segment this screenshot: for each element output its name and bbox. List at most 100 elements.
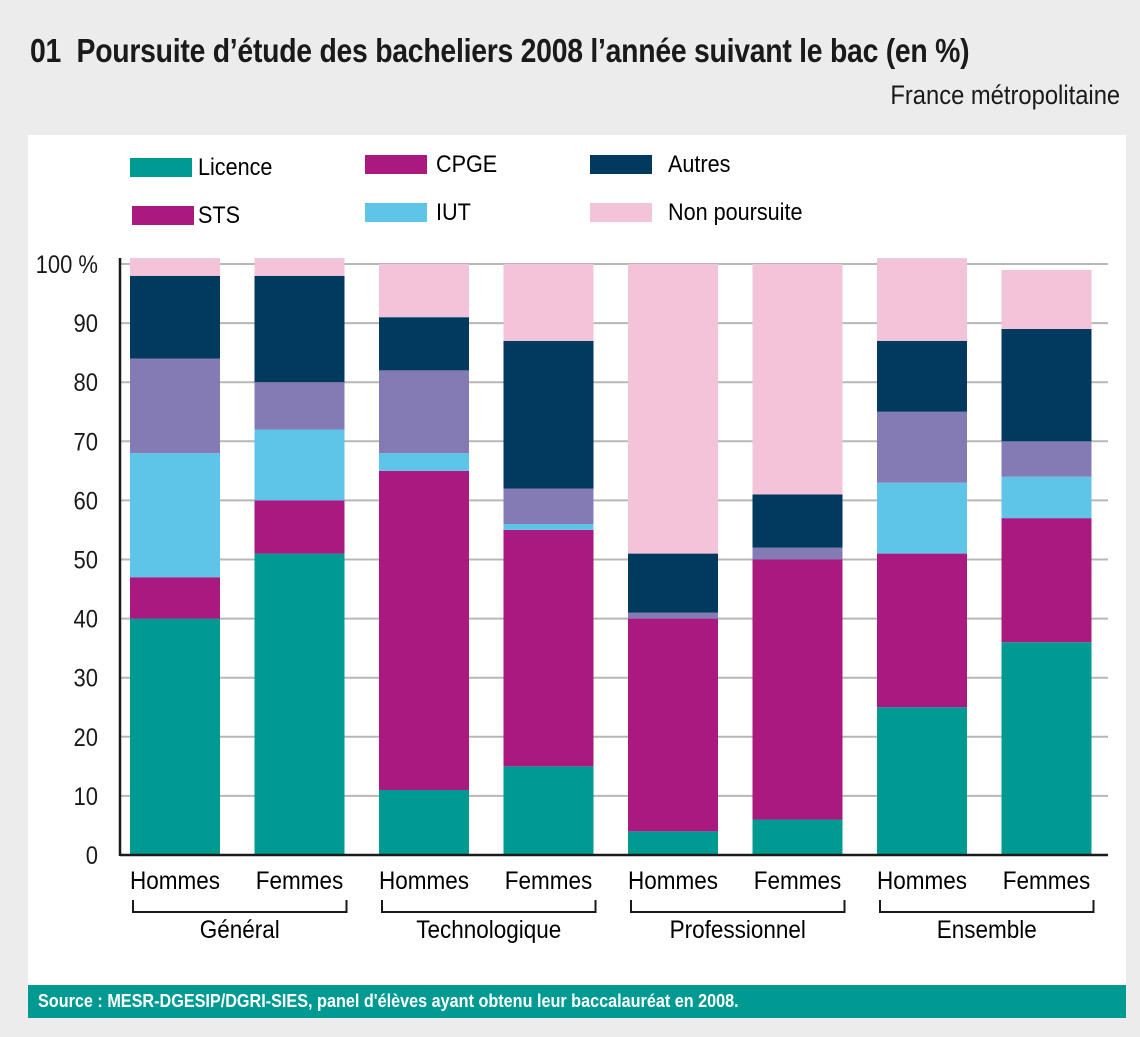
bar-segment-licence bbox=[1001, 642, 1092, 855]
bar-segment-cpge bbox=[130, 358, 220, 454]
legend-item-sts: STS bbox=[132, 201, 240, 228]
bar-segment-sts bbox=[752, 559, 843, 820]
bar-segment-cpge bbox=[379, 370, 469, 454]
group-label: Général bbox=[200, 916, 280, 944]
x-tick-label: Hommes bbox=[628, 867, 718, 895]
bar-segment-iut bbox=[379, 453, 469, 471]
y-tick-label: 70 bbox=[74, 428, 98, 456]
bar-segment-non-poursuite bbox=[628, 264, 718, 554]
bar-segment-cpge bbox=[1001, 441, 1092, 477]
bar-segment-non-poursuite bbox=[130, 258, 220, 276]
bar-segment-cpge bbox=[752, 547, 843, 560]
y-tick-label: 50 bbox=[74, 546, 98, 574]
bar-segment-autres bbox=[254, 275, 345, 383]
bar-segment-iut bbox=[503, 524, 594, 530]
bar-segment-cpge bbox=[877, 411, 967, 483]
legend-label: CPGE bbox=[436, 150, 497, 177]
bar-segment-licence bbox=[628, 831, 718, 855]
legend-swatch bbox=[590, 155, 652, 174]
bar-segment-sts bbox=[254, 500, 345, 554]
legend-swatch bbox=[130, 158, 192, 177]
bar-segment-licence bbox=[752, 819, 843, 855]
y-tick-label: 90 bbox=[74, 310, 98, 338]
legend-item-licence: Licence bbox=[130, 153, 272, 180]
bar-segment-non-poursuite bbox=[752, 264, 843, 495]
figure-number: 01 bbox=[30, 32, 62, 69]
bar-stack-2 bbox=[379, 264, 469, 855]
bar-segment-licence bbox=[130, 618, 220, 855]
group-1: Technologique bbox=[381, 900, 597, 944]
x-tick-label: Femmes bbox=[754, 867, 842, 895]
y-tick-label: 20 bbox=[74, 724, 98, 752]
bar-segment-iut bbox=[1001, 476, 1092, 519]
legend-item-non-poursuite: Non poursuite bbox=[590, 198, 802, 225]
y-tick-label: 40 bbox=[74, 605, 98, 633]
axes: 0 10 20 30 40 50 60 70 80 90 100 % bbox=[36, 251, 1108, 870]
x-axis-labels: Hommes Femmes Hommes Femmes Hommes Femmes Homm… bbox=[130, 867, 1095, 944]
group-label: Technologique bbox=[416, 916, 561, 944]
legend-item-autres: Autres bbox=[590, 150, 730, 177]
legend-swatch bbox=[132, 206, 194, 225]
bar-segment-licence bbox=[254, 553, 345, 855]
source-text: Source : MESR-DGESIP/DGRI-SIES, panel d'… bbox=[38, 991, 739, 1011]
bar-segment-non-poursuite bbox=[503, 264, 594, 341]
y-tick-label: 0 bbox=[86, 842, 98, 870]
bar-segment-iut bbox=[254, 429, 345, 501]
bar-segment-cpge bbox=[254, 382, 345, 430]
bar-segment-licence bbox=[877, 707, 967, 855]
group-bracket bbox=[879, 900, 1095, 913]
legend-item-cpge: CPGE bbox=[365, 150, 497, 177]
bar-segment-autres bbox=[1001, 329, 1092, 442]
bar-segment-autres bbox=[628, 553, 718, 613]
bar-segment-licence bbox=[379, 789, 469, 855]
legend: Licence CPGE Autres STS IUT Non poursuite bbox=[130, 150, 802, 228]
x-tick-label: Hommes bbox=[130, 867, 220, 895]
bar-segment-sts bbox=[503, 529, 594, 767]
bar-segment-non-poursuite bbox=[254, 258, 345, 276]
group-bracket bbox=[630, 900, 846, 913]
bar-segment-cpge bbox=[628, 612, 718, 619]
y-tick-label: 100 % bbox=[36, 251, 98, 279]
bar-stack-0 bbox=[130, 258, 220, 855]
bar-segment-autres bbox=[752, 494, 843, 548]
x-tick-label: Hommes bbox=[877, 867, 967, 895]
legend-label: STS bbox=[198, 201, 240, 228]
y-tick-label: 60 bbox=[74, 487, 98, 515]
legend-label: Autres bbox=[668, 150, 730, 177]
x-tick-label: Femmes bbox=[505, 867, 593, 895]
legend-label: IUT bbox=[436, 198, 471, 225]
bar-stack-1 bbox=[254, 258, 345, 855]
bar-stack-5 bbox=[752, 264, 843, 855]
group-label: Professionnel bbox=[670, 916, 806, 944]
group-bracket bbox=[132, 900, 348, 913]
group-0: Général bbox=[132, 900, 348, 944]
bar-segment-autres bbox=[130, 275, 220, 359]
source-note: Source : MESR-DGESIP/DGRI-SIES, panel d'… bbox=[28, 985, 1126, 1018]
bar-segment-iut bbox=[130, 453, 220, 578]
legend-label: Non poursuite bbox=[668, 198, 802, 225]
bar-segment-sts bbox=[379, 470, 469, 790]
bars bbox=[130, 258, 1092, 855]
x-tick-label: Femmes bbox=[1003, 867, 1091, 895]
bar-stack-4 bbox=[628, 264, 718, 855]
group-3: Ensemble bbox=[879, 900, 1095, 944]
y-tick-label: 30 bbox=[74, 664, 98, 692]
bar-segment-cpge bbox=[503, 488, 594, 525]
legend-swatch bbox=[365, 155, 427, 174]
bar-segment-autres bbox=[877, 340, 967, 412]
bar-stack-3 bbox=[503, 264, 594, 855]
x-tick-label: Femmes bbox=[256, 867, 344, 895]
group-bracket bbox=[381, 900, 597, 913]
y-tick-label: 80 bbox=[74, 369, 98, 397]
bar-segment-autres bbox=[503, 340, 594, 489]
bar-stack-7 bbox=[1001, 269, 1092, 855]
bar-segment-sts bbox=[130, 577, 220, 619]
bar-segment-non-poursuite bbox=[877, 258, 967, 341]
group-2: Professionnel bbox=[630, 900, 846, 944]
legend-label: Licence bbox=[198, 153, 272, 180]
bar-segment-non-poursuite bbox=[379, 264, 469, 318]
y-tick-label: 10 bbox=[74, 783, 98, 811]
legend-item-iut: IUT bbox=[365, 198, 471, 225]
group-label: Ensemble bbox=[937, 916, 1037, 944]
